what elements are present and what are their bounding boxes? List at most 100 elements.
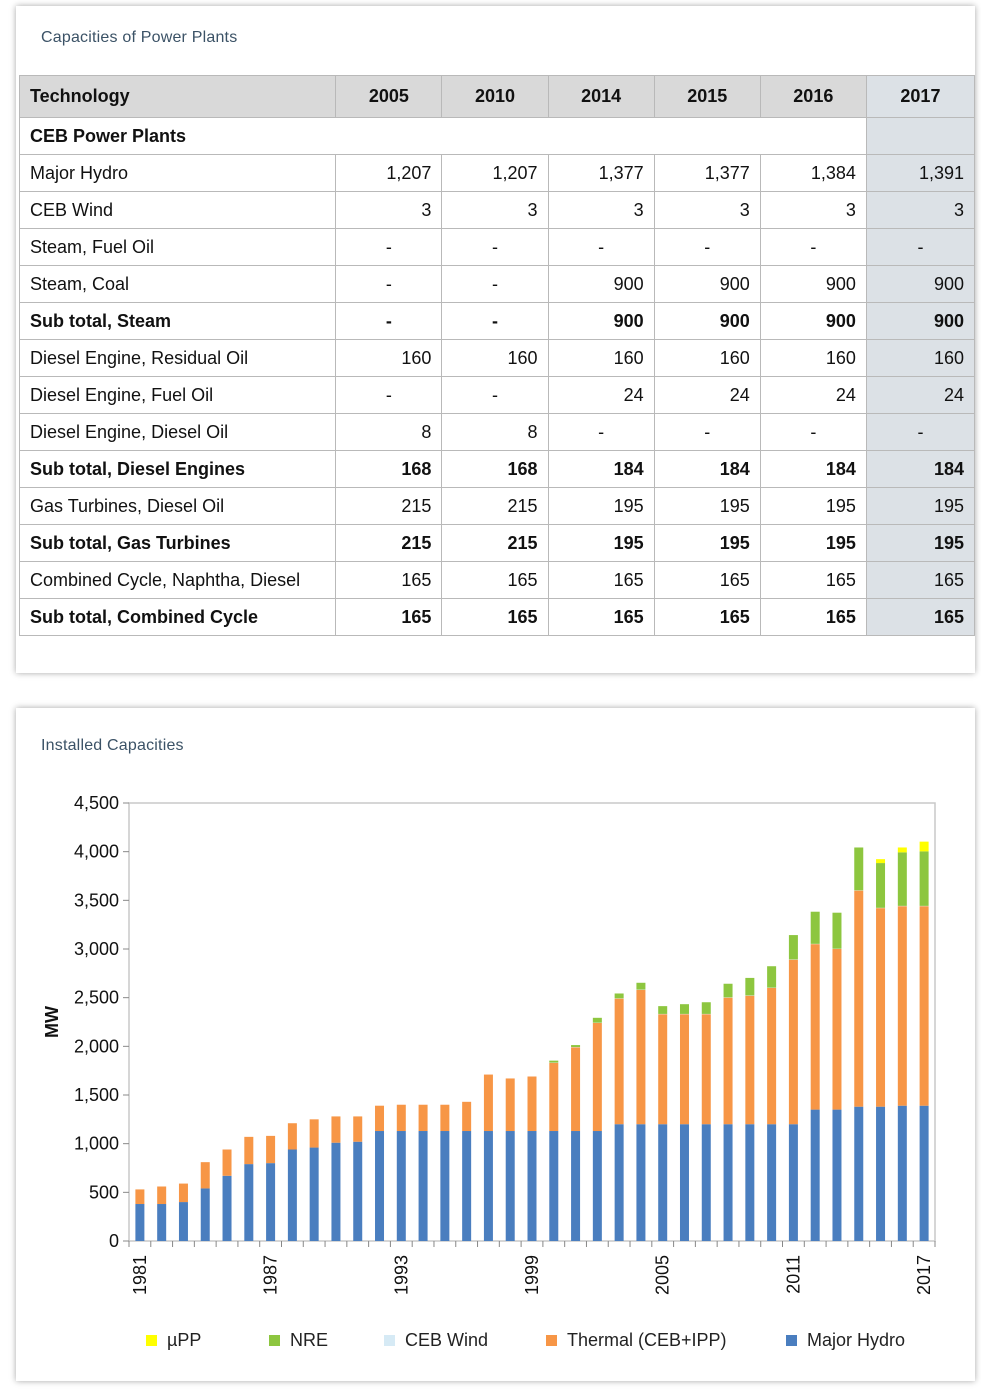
bar-segment: [745, 995, 755, 1125]
table-cell: 160: [865, 339, 976, 377]
table-cell: 160: [441, 339, 549, 377]
table-cell: 195: [759, 487, 867, 525]
bar-segment: [701, 1014, 711, 1125]
table-cell: 184: [653, 450, 761, 488]
bar-segment: [266, 1135, 276, 1164]
bar-segment: [592, 1022, 602, 1132]
bar-segment: [396, 1131, 406, 1241]
header-technology: Technology: [18, 75, 337, 118]
bar-segment: [353, 1116, 363, 1142]
bar-segment: [135, 1204, 145, 1241]
x-tick-label: 2011: [783, 1255, 803, 1294]
y-tick-label: 3,000: [74, 939, 119, 959]
bar-segment: [810, 1109, 820, 1241]
bar-segment: [897, 852, 907, 906]
bar-segment: [375, 1105, 385, 1132]
bar-segment: [767, 987, 777, 1125]
table-row: Major Hydro 1,207 1,207 1,377 1,377 1,384 1,39…: [18, 154, 976, 192]
row-label: Gas Turbines, Diesel Oil: [18, 487, 337, 525]
table-cell: 195: [865, 487, 976, 525]
bar-segment: [200, 1162, 210, 1189]
x-tick-label: 1987: [261, 1255, 281, 1295]
bar-segment: [854, 847, 864, 891]
bar-segment: [854, 890, 864, 1107]
table-cell: 8: [441, 413, 549, 451]
bar-segment: [462, 1131, 472, 1241]
y-tick-label: 500: [89, 1182, 119, 1202]
table-row: Diesel Engine, Diesel Oil 8 8- - - -: [18, 413, 976, 451]
row-label: Diesel Engine, Fuel Oil: [18, 376, 337, 414]
header-year: 2005: [335, 75, 443, 118]
legend-label: µPP: [167, 1330, 202, 1350]
bar-segment: [483, 1074, 493, 1132]
y-axis-label: MW: [42, 1006, 62, 1038]
table-cell: 215: [441, 487, 549, 525]
legend-swatch: [546, 1334, 557, 1346]
legend-label: NRE: [290, 1330, 329, 1350]
installed-capacities-card: Installed Capacities 0 500 1,000 1,500 2,000…: [16, 708, 975, 1381]
table-cell: 900: [865, 265, 976, 303]
table-cell: 184: [865, 450, 976, 488]
table-cell: 900: [653, 265, 761, 303]
table-cell: 165: [335, 598, 443, 636]
table-row: Sub total, Diesel Engines 168 168 184 184 184…: [18, 450, 976, 488]
bar-segment: [222, 1175, 232, 1241]
table-row: Steam, Coal - -900 900 900 900: [18, 265, 976, 303]
table-row: Sub total, Combined Cycle 165 165 165 165 165…: [18, 598, 976, 636]
table-cell: 900: [547, 302, 655, 340]
bar-segment: [178, 1202, 188, 1241]
table-cell: 165: [865, 598, 976, 636]
table-row: Diesel Engine, Residual Oil 160 160 160 160 1…: [18, 339, 976, 377]
row-label: Sub total, Combined Cycle: [18, 598, 337, 636]
bar-segment: [919, 1105, 929, 1241]
bar-segment: [876, 1106, 886, 1241]
group-row-cell: [865, 117, 976, 155]
bar-segment: [897, 847, 907, 853]
legend-label: CEB Wind: [405, 1330, 489, 1350]
bar-segment: [701, 1124, 711, 1241]
table-cell: 160: [547, 339, 655, 377]
y-tick-label: 0: [109, 1231, 119, 1251]
table-cell: 165: [441, 561, 549, 599]
bar-segment: [658, 1006, 668, 1014]
capacities-table-card: Capacities of Power Plants Technology 20…: [16, 6, 976, 673]
row-label: Diesel Engine, Residual Oil: [18, 339, 337, 377]
bar-segment: [614, 998, 624, 1125]
table-cell: 1,377: [547, 154, 655, 192]
table-cell: 165: [547, 561, 655, 599]
table-row: CEB Wind 3 3 3 3 3 3: [18, 191, 976, 229]
table-cell: -: [335, 302, 443, 340]
bar-segment: [157, 1186, 167, 1205]
bar-segment: [266, 1163, 276, 1241]
bar-segment: [331, 1142, 341, 1241]
bar-segment: [788, 935, 798, 960]
row-label: Sub total, Steam: [18, 302, 337, 340]
bar-segment: [200, 1188, 210, 1241]
bar-segment: [679, 1124, 689, 1241]
table-cell: 160: [759, 339, 867, 377]
bar-segment: [287, 1123, 297, 1150]
table-cell: -: [441, 228, 549, 266]
table-cell: 3: [547, 191, 655, 229]
table-cell: 900: [547, 265, 655, 303]
bar-segment: [157, 1204, 167, 1241]
bar-segment: [571, 1131, 581, 1241]
table-cell: 3: [441, 191, 549, 229]
x-tick-label: 1999: [522, 1255, 542, 1295]
bar-segment: [353, 1141, 363, 1241]
bar-segment: [549, 1062, 559, 1132]
chart-card-title: Installed Capacities: [41, 737, 184, 754]
table-cell: 1,384: [759, 154, 867, 192]
x-tick-label: 1993: [391, 1255, 411, 1295]
bar-segment: [418, 1131, 428, 1241]
table-cell: 195: [865, 524, 976, 562]
bar-segment: [658, 1124, 668, 1241]
table-cell: 165: [759, 561, 867, 599]
x-tick-label: 2005: [653, 1255, 673, 1295]
table-cell: 215: [441, 524, 549, 562]
table-cell: 165: [547, 598, 655, 636]
header-year: 2017: [865, 75, 976, 118]
bar-segment: [810, 944, 820, 1110]
bar-segment: [701, 1002, 711, 1014]
bar-segment: [549, 1060, 559, 1063]
